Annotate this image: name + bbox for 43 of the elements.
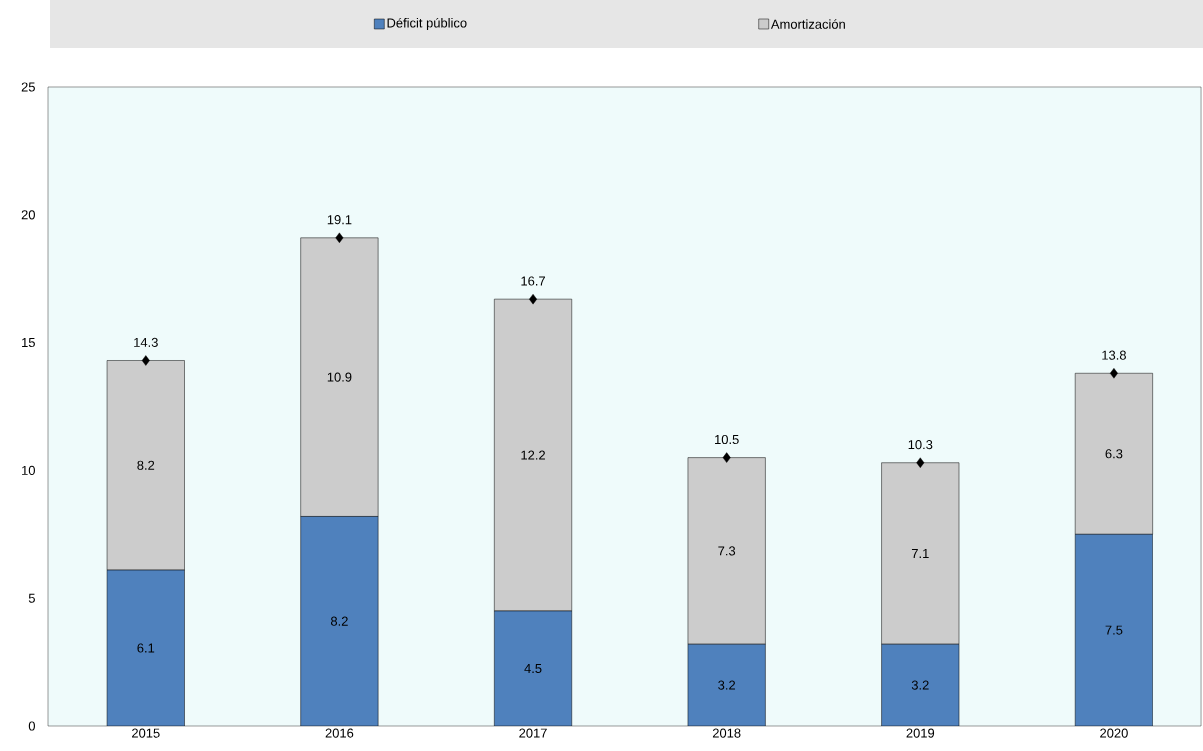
- data-label: 3.2: [911, 680, 929, 690]
- data-label: 6.1: [137, 643, 155, 653]
- data-label: 16.7: [521, 276, 545, 286]
- bar: [300, 516, 379, 726]
- point: [916, 457, 925, 468]
- point: [1109, 368, 1118, 379]
- data-label: 10.9: [327, 372, 352, 382]
- bar: [106, 569, 185, 726]
- bar: [1074, 534, 1153, 726]
- data-label: 13.8: [1102, 350, 1126, 360]
- data-label: 3.2: [718, 680, 736, 690]
- data-label: 6.3: [1105, 449, 1123, 459]
- data-label: 14.3: [134, 337, 158, 347]
- data-label: 7.5: [1105, 625, 1123, 635]
- x-tick-label: 2018: [712, 728, 741, 738]
- x-tick-label: 2015: [132, 728, 160, 738]
- y-tick-label: 10: [22, 465, 35, 475]
- data-label: 19.1: [327, 215, 352, 225]
- data-label: 4.5: [524, 663, 542, 674]
- data-label: 10.5: [715, 434, 739, 445]
- data-label: 8.2: [330, 616, 348, 626]
- x-tick-label: 2020: [1100, 728, 1128, 738]
- data-label: 8.2: [137, 460, 155, 470]
- bar: [494, 610, 573, 726]
- y-tick-label: 0: [28, 721, 35, 731]
- bar: [687, 643, 766, 726]
- data-label: 7.3: [718, 546, 736, 556]
- point: [722, 452, 731, 463]
- y-tick-label: 15: [22, 338, 35, 348]
- x-tick-label: 2016: [325, 728, 354, 738]
- legend-label: Amortización: [770, 19, 845, 29]
- x-tick-label: 2017: [519, 728, 547, 738]
- data-label: 12.2: [521, 450, 545, 460]
- data-label: 7.1: [911, 549, 929, 558]
- y-tick-label: 25: [21, 82, 35, 92]
- y-tick-label: 20: [21, 210, 35, 220]
- data-label: 10.3: [908, 440, 933, 450]
- legend-label: Déficit público: [387, 17, 467, 31]
- x-tick-label: 2019: [906, 728, 935, 738]
- point: [335, 232, 344, 243]
- y-tick-label: 5: [28, 593, 35, 603]
- point: [141, 355, 150, 366]
- bar: [881, 643, 960, 726]
